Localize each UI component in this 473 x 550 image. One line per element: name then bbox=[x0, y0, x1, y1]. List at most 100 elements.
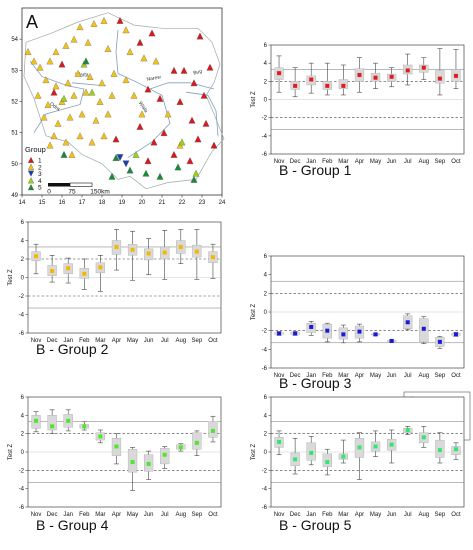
station-marker bbox=[156, 94, 164, 102]
map-y-tick-label: 54 bbox=[11, 37, 18, 43]
median-marker bbox=[146, 251, 151, 256]
x-tick-label: Jan bbox=[306, 159, 316, 165]
station-marker bbox=[52, 82, 60, 90]
legend-marker bbox=[27, 163, 35, 170]
y-axis-label: Test Z bbox=[251, 304, 257, 321]
y-tick-label: 4 bbox=[264, 273, 268, 279]
median-marker bbox=[66, 418, 71, 423]
median-marker bbox=[66, 266, 71, 271]
map-x-tick-label: 23 bbox=[199, 200, 206, 206]
station-marker bbox=[100, 16, 108, 24]
station-marker bbox=[174, 163, 182, 171]
station-marker bbox=[46, 57, 54, 65]
station-marker bbox=[150, 138, 158, 146]
boxplot-panel: -6 -4 -2 0 2 4 6 Test Z Nov Dec Jan Feb Mar Apr May Jun… bbox=[8, 395, 222, 533]
median-marker bbox=[98, 434, 103, 439]
y-tick-label: 4 bbox=[264, 61, 268, 67]
station-marker bbox=[116, 154, 124, 162]
median-marker bbox=[421, 326, 426, 331]
median-marker bbox=[405, 68, 410, 73]
river-label: Bug bbox=[193, 68, 203, 76]
station-marker bbox=[152, 57, 160, 65]
map-y-tick-label: 51 bbox=[11, 131, 18, 137]
x-tick-label: Dec bbox=[47, 512, 58, 518]
station-marker bbox=[126, 48, 134, 55]
x-tick-label: Apr bbox=[112, 512, 121, 518]
station-marker bbox=[98, 79, 106, 87]
station-marker bbox=[86, 73, 94, 80]
scale-bar-segment bbox=[69, 182, 93, 187]
station-marker bbox=[180, 66, 188, 74]
station-marker bbox=[136, 38, 144, 46]
y-axis-label: Test Z bbox=[8, 269, 14, 286]
legend-title: Group bbox=[25, 145, 46, 154]
station-marker bbox=[100, 132, 108, 140]
station-marker bbox=[54, 119, 62, 127]
y-tick-label: 0 bbox=[264, 450, 268, 456]
map-y-tick-label: 49 bbox=[11, 193, 18, 199]
y-tick-label: 2 bbox=[21, 257, 25, 263]
x-tick-label: Sep bbox=[192, 338, 203, 344]
median-marker bbox=[130, 247, 135, 252]
x-tick-label: Jun bbox=[387, 373, 397, 379]
station-marker bbox=[126, 166, 134, 174]
median-marker bbox=[98, 265, 103, 270]
x-tick-label: Dec bbox=[290, 159, 301, 165]
y-tick-label: 2 bbox=[21, 432, 25, 438]
x-tick-label: Oct bbox=[451, 512, 461, 518]
y-tick-label: 0 bbox=[21, 450, 25, 456]
station-marker bbox=[76, 23, 84, 31]
station-marker bbox=[30, 57, 38, 65]
map-panel-letter: A bbox=[26, 12, 38, 32]
river-label: Odra bbox=[48, 101, 61, 112]
median-marker bbox=[194, 440, 199, 445]
median-marker bbox=[130, 460, 135, 465]
x-tick-label: Nov bbox=[31, 338, 42, 344]
median-marker bbox=[389, 442, 394, 447]
y-axis-label: Test Z bbox=[251, 91, 257, 108]
station-marker bbox=[88, 138, 96, 146]
y-tick-label: 6 bbox=[21, 220, 25, 226]
station-marker bbox=[156, 172, 164, 180]
x-tick-label: Feb bbox=[79, 338, 90, 344]
x-tick-label: Jun bbox=[144, 512, 154, 518]
station-marker bbox=[188, 116, 196, 124]
median-marker bbox=[421, 65, 426, 70]
map-y-tick-label: 50 bbox=[11, 162, 18, 168]
y-tick-label: 0 bbox=[21, 276, 25, 282]
x-tick-label: Apr bbox=[112, 338, 121, 344]
station-marker bbox=[70, 35, 78, 43]
y-tick-label: -2 bbox=[262, 116, 268, 122]
station-marker bbox=[90, 20, 98, 27]
median-marker bbox=[82, 271, 87, 276]
station-marker bbox=[24, 48, 32, 55]
x-tick-label: Jun bbox=[387, 159, 397, 165]
median-marker bbox=[373, 444, 378, 449]
x-tick-label: May bbox=[370, 373, 381, 379]
station-marker bbox=[202, 119, 210, 127]
scale-label: 150km bbox=[90, 189, 110, 196]
legend-label: 2 bbox=[38, 164, 42, 171]
station-marker bbox=[78, 110, 86, 118]
y-tick-label: -4 bbox=[19, 487, 25, 493]
x-tick-label: Dec bbox=[290, 373, 301, 379]
legend-marker bbox=[27, 170, 35, 177]
river-label: Warta bbox=[75, 73, 88, 79]
x-tick-label: Jul bbox=[404, 512, 412, 518]
panel-title: B - Group 3 bbox=[279, 375, 352, 391]
station-marker bbox=[104, 44, 112, 52]
median-marker bbox=[357, 329, 362, 334]
y-tick-label: -6 bbox=[19, 505, 25, 511]
boxplot-panel: -6 -4 -2 0 2 4 6 Test Z Nov Dec Jan Feb Mar Apr May Jun… bbox=[251, 254, 465, 391]
median-marker bbox=[114, 244, 119, 249]
iqr-box bbox=[47, 415, 57, 431]
legend-marker bbox=[27, 184, 35, 191]
station-marker bbox=[210, 141, 218, 149]
x-tick-label: Nov bbox=[274, 159, 285, 165]
station-marker bbox=[112, 154, 120, 161]
boxplot-panel: -6 -4 -2 0 2 4 6 Test Z Nov Dec Jan Feb Mar Apr May Jun… bbox=[8, 220, 222, 357]
x-tick-label: May bbox=[127, 512, 138, 518]
map-x-tick-label: 16 bbox=[59, 200, 66, 206]
